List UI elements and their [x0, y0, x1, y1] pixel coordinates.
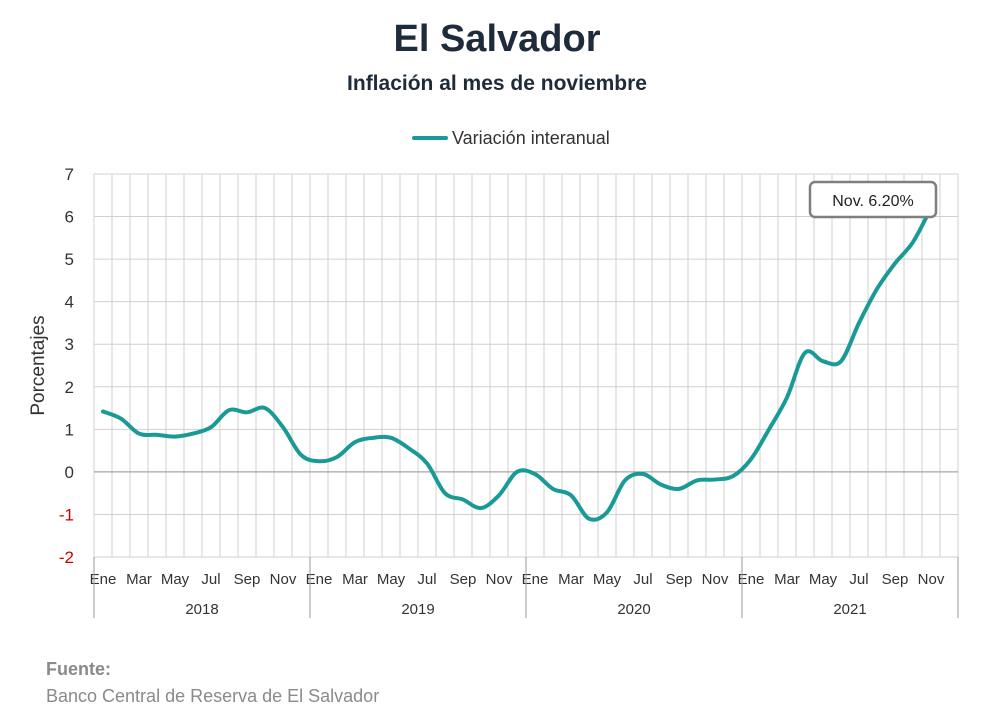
x-tick-label: Jul [633, 571, 652, 588]
annotation-box [808, 180, 938, 219]
x-tick-label: Nov [486, 571, 513, 588]
x-tick-label: May [377, 571, 406, 588]
x-year-label: 2021 [833, 601, 866, 618]
y-axis-label: Porcentajes [28, 315, 49, 415]
x-tick-label: Ene [90, 571, 117, 588]
y-tick-label: 3 [65, 335, 74, 354]
y-tick-label: 4 [65, 293, 74, 312]
y-tick-label: -1 [59, 505, 74, 524]
y-tick-label: 5 [65, 250, 74, 269]
x-tick-label: Mar [126, 571, 152, 588]
x-tick-label: Mar [774, 571, 800, 588]
x-tick-label: Sep [450, 571, 477, 588]
source-text: Banco Central de Reserva de El Salvador [46, 686, 380, 706]
y-tick-label: 7 [65, 165, 74, 184]
y-tick-label: -2 [59, 548, 74, 567]
x-tick-label: Mar [558, 571, 584, 588]
annotation-label: Nov. 6.20% [832, 193, 914, 210]
source-heading: Fuente: [46, 659, 111, 679]
y-tick-label: 1 [65, 420, 74, 439]
x-tick-label: Ene [738, 571, 765, 588]
x-tick-label: Jul [201, 571, 220, 588]
legend-swatch [412, 136, 448, 140]
x-tick-label: Ene [522, 571, 549, 588]
x-tick-label: Mar [342, 571, 368, 588]
y-tick-label: 6 [65, 208, 74, 227]
series-line-variacion-interanual [101, 206, 933, 522]
x-tick-label: Ene [306, 571, 333, 588]
chart-subtitle: Inflación al mes de noviembre [347, 72, 647, 95]
y-tick-label: 2 [65, 378, 74, 397]
x-year-label: 2018 [185, 601, 218, 618]
x-tick-label: Nov [702, 571, 729, 588]
x-year-label: 2020 [617, 601, 650, 618]
x-tick-label: Sep [666, 571, 693, 588]
x-tick-label: Sep [234, 571, 261, 588]
y-tick-label: 0 [65, 463, 74, 482]
legend: Variación interanual [412, 126, 610, 150]
legend-label: Variación interanual [452, 127, 610, 148]
x-tick-label: May [809, 571, 838, 588]
x-tick-label: Nov [918, 571, 945, 588]
x-year-label: 2019 [401, 601, 434, 618]
x-tick-label: Jul [849, 571, 868, 588]
x-tick-label: May [161, 571, 190, 588]
chart-title: El Salvador [393, 18, 601, 60]
x-tick-label: Nov [270, 571, 297, 588]
x-tick-label: May [593, 571, 622, 588]
line-chart: 7 6 5 4 3 2 1 0 -1 -2 Porcentajes Ene Mar May Jul Sep No… [28, 165, 959, 618]
x-tick-label: Jul [417, 571, 436, 588]
x-tick-label: Sep [882, 571, 909, 588]
